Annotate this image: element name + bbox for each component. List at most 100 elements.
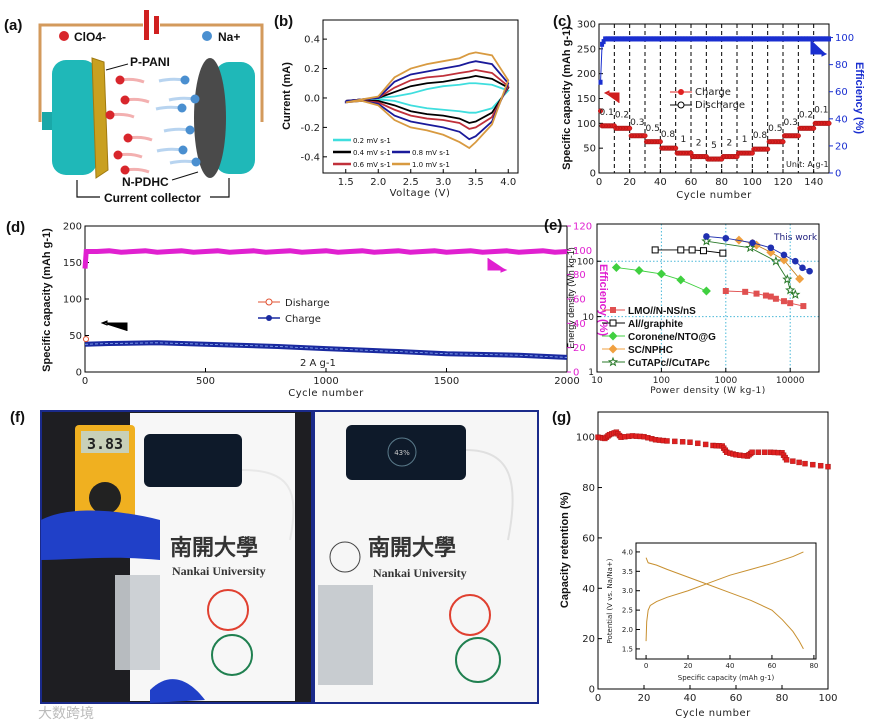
- retention-point: [687, 439, 693, 445]
- rate-label: 0.1: [814, 105, 828, 115]
- rate-label: 5: [711, 141, 717, 151]
- x-tick-label: 0: [596, 177, 602, 188]
- right-axis-arrow: [810, 40, 828, 57]
- cation-icon: [178, 145, 188, 155]
- d-y2label: Efficiency (%): [597, 264, 609, 336]
- cation-label: Na+: [218, 30, 240, 44]
- anion-icon: [105, 110, 115, 120]
- g-xlabel: Cycle number: [675, 708, 751, 719]
- y-tick-label: 0.2: [304, 64, 320, 75]
- anion-icon: [59, 31, 69, 41]
- battery-cell: [115, 575, 160, 670]
- rate-label: 1: [680, 135, 686, 145]
- y-tick-label: -0.2: [300, 123, 320, 134]
- y-tick-label: 0: [590, 169, 596, 180]
- anion-icon: [123, 133, 133, 143]
- legend-marker-charge: [678, 89, 684, 95]
- y-tick-label: 1: [588, 368, 594, 378]
- d-xlabel: Cycle number: [288, 388, 364, 399]
- x-tick-label: 1.5: [338, 177, 354, 188]
- legend-label: Charge: [285, 314, 321, 325]
- plot-frame: [597, 411, 829, 690]
- panel-label-f: (f): [10, 409, 25, 426]
- retention-point: [817, 462, 824, 469]
- marker-open-square: [609, 319, 617, 327]
- e-xlabel: Power density (W kg-1): [650, 386, 766, 396]
- y-tick-label: 300: [577, 20, 596, 31]
- marker-open-square: [699, 247, 707, 255]
- cation-icon: [191, 157, 201, 167]
- d-current-density: 2 A g-1: [300, 358, 336, 369]
- g-ylabel: Capacity retention (%): [559, 492, 571, 608]
- legend-marker-discharge: [677, 101, 685, 109]
- e-annotation: This work: [773, 233, 818, 243]
- battery-cell-right: [318, 585, 373, 685]
- retention-point: [672, 438, 678, 445]
- cation-icon: [185, 125, 195, 135]
- legend-label: 0.2 mV s-1: [353, 137, 391, 145]
- charge-point: [765, 146, 771, 152]
- y-tick-label: 10: [583, 313, 595, 323]
- efficiency-band: [82, 248, 568, 269]
- circuit-wire: [38, 23, 264, 122]
- collector-bracket: [76, 178, 230, 198]
- anion-icon: [120, 165, 130, 175]
- chart-c: 0 20 40 60 80 100 120 140 0 50 100 150 200 250 300 0 20 4…: [577, 20, 854, 189]
- marker-open-square: [688, 246, 696, 254]
- x-tick-label: 1500: [434, 376, 459, 387]
- x-tick-label: 60: [685, 177, 698, 188]
- g-inset-xlabel: Specific capacity (mAh g-1): [678, 674, 775, 682]
- cation-icon: [180, 75, 190, 85]
- y-tick-label: 80: [582, 483, 595, 494]
- rate-label: 0.8: [661, 130, 676, 140]
- marker-diamond: [701, 286, 711, 296]
- x-tick-label: 0: [595, 693, 601, 704]
- collector-tab: [42, 112, 54, 130]
- legend-label: Al//graphite: [628, 319, 683, 330]
- charge-band: [84, 340, 568, 360]
- plot-frame: [322, 19, 519, 174]
- cv-curve-0.6: [345, 69, 510, 130]
- chart-e: 10 100 1000 10000110100LMO//N-NS/nSAl//grap…: [577, 223, 820, 386]
- y-tick-label: 0.0: [304, 93, 320, 104]
- marker-open-square: [719, 249, 727, 257]
- chart-g: 0 20 40 60 80 100 0 20 40 60 80 100: [576, 411, 838, 704]
- cation-icon: [190, 94, 200, 104]
- legend-label: 1.0 mV s-1: [412, 161, 450, 169]
- charge-point: [826, 120, 832, 126]
- y-tick-label: 50: [583, 144, 596, 155]
- charge-point: [597, 108, 604, 114]
- efficiency-point: [827, 36, 831, 42]
- b-xlabel: Voltage (V): [390, 188, 451, 199]
- y-tick-label: 2.0: [622, 626, 633, 634]
- legend-label: Disharge: [285, 298, 330, 309]
- x-tick-label: 20: [638, 693, 651, 704]
- retention-point: [796, 459, 802, 466]
- charging-ring: [387, 437, 417, 467]
- photo-right: 43% 南開大學 Nankai University: [313, 410, 539, 704]
- efficiency-line: [600, 38, 829, 83]
- multimeter-reading: 3.83: [87, 435, 123, 453]
- y-tick-label: 40: [582, 584, 595, 595]
- charge-point: [627, 125, 633, 131]
- marker-square: [742, 288, 749, 295]
- marker-square: [762, 292, 769, 299]
- marker-diamond: [656, 269, 666, 279]
- retention-point: [810, 461, 816, 468]
- cation-icon: [177, 103, 187, 113]
- plot-frame: [635, 542, 817, 660]
- y-tick-label: 200: [577, 69, 596, 80]
- anion-icon: [115, 75, 125, 85]
- right-current-collector: [215, 62, 255, 174]
- panel-label-b: (b): [274, 13, 293, 30]
- y2-tick-label: 60: [573, 295, 586, 306]
- marker-star: [782, 274, 793, 284]
- retention-point: [755, 449, 762, 455]
- x-tick-label: 60: [767, 662, 776, 670]
- efficiency-point: [598, 79, 603, 85]
- marker-square: [787, 300, 794, 307]
- charge-point: [642, 133, 648, 139]
- panel-label-c: (c): [553, 13, 571, 30]
- ions: [105, 75, 201, 175]
- rate-label: 0.8: [753, 131, 768, 141]
